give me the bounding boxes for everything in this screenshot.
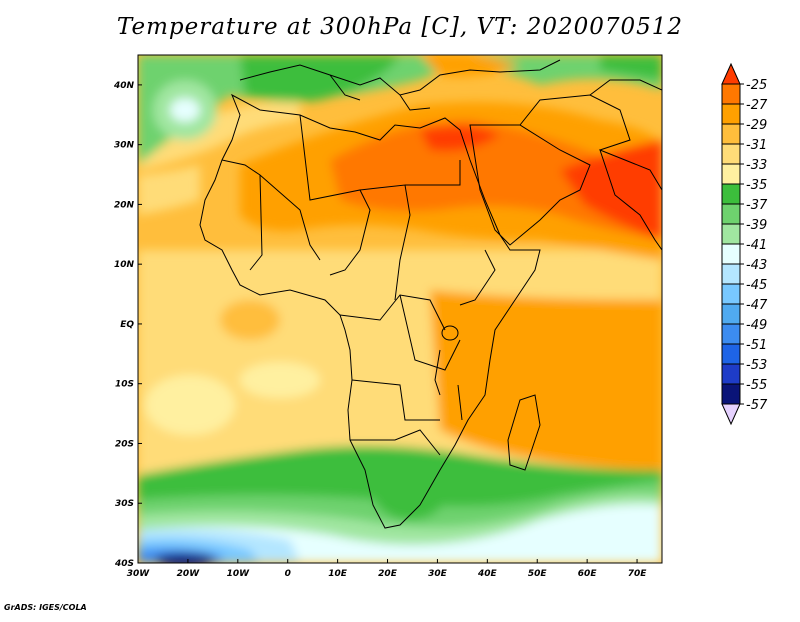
x-tick-label: 0 bbox=[285, 569, 291, 579]
colorbar-label: -51 bbox=[746, 338, 767, 353]
colorbar-segment bbox=[721, 143, 741, 165]
colorbar-label: -35 bbox=[746, 178, 767, 193]
colorbar-segment bbox=[721, 383, 741, 405]
colorbar-label: -55 bbox=[746, 378, 767, 393]
colorbar-segment bbox=[721, 323, 741, 345]
plot-frame bbox=[137, 54, 663, 564]
colorbar-label: -29 bbox=[746, 118, 767, 133]
colorbar-label: -27 bbox=[746, 98, 768, 113]
y-tick-label: 10N bbox=[114, 260, 135, 270]
colorbar-label: -31 bbox=[746, 138, 767, 153]
x-tick-label: 60E bbox=[578, 569, 598, 579]
x-axis-labels: 30W 20W 10W 0 10E 20E 30E 40E 50E 60E 70E bbox=[127, 569, 647, 579]
colorbar-segment bbox=[721, 303, 741, 325]
colorbar-segment bbox=[721, 283, 741, 305]
y-tick-label: 10S bbox=[115, 380, 134, 390]
colorbar-segment bbox=[721, 83, 741, 105]
colorbar-segment bbox=[721, 203, 741, 225]
colorbar-segment bbox=[721, 263, 741, 285]
x-tick-label: 10E bbox=[328, 569, 348, 579]
colorbar-label: -49 bbox=[746, 318, 767, 333]
colorbar-segment bbox=[721, 183, 741, 205]
x-tick-label: 20W bbox=[177, 569, 201, 579]
y-tick-label: 20N bbox=[114, 200, 135, 210]
colorbar-segment bbox=[721, 403, 741, 426]
colorbar-label: -39 bbox=[746, 218, 767, 233]
y-tick-label: 40S bbox=[114, 559, 134, 569]
colorbar-label: -47 bbox=[746, 298, 768, 313]
colorbar-label: -41 bbox=[746, 238, 767, 253]
x-tick-label: 10W bbox=[227, 569, 251, 579]
colorbar-label: -45 bbox=[746, 278, 767, 293]
y-tick-label: 30N bbox=[114, 141, 135, 151]
y-axis-labels: 40N 30N 20N 10N EQ 10S 20S 30S 40S bbox=[113, 81, 135, 569]
colorbar-label: -57 bbox=[746, 398, 768, 413]
y-tick-label: EQ bbox=[120, 320, 134, 330]
y-tick-label: 20S bbox=[115, 439, 134, 449]
x-tick-label: 30E bbox=[428, 569, 448, 579]
x-tick-label: 50E bbox=[528, 569, 548, 579]
x-tick-label: 30W bbox=[127, 569, 151, 579]
colorbar-segment bbox=[721, 123, 741, 145]
axis-ticks bbox=[137, 84, 638, 564]
colorbar-segment bbox=[721, 223, 741, 245]
colorbar-label: -25 bbox=[746, 78, 767, 93]
colorbar-segment bbox=[721, 363, 741, 385]
colorbar-segment bbox=[721, 103, 741, 125]
colorbar-label: -53 bbox=[746, 358, 767, 373]
colorbar-label: -43 bbox=[746, 258, 767, 273]
colorbar-segment bbox=[721, 243, 741, 265]
colorbar-label: -37 bbox=[746, 198, 768, 213]
colorbar: -25 -27 -29 -31 -33 -35 -37 -39 -41 -43 -45 -47 -49 -… bbox=[721, 62, 768, 426]
y-tick-label: 30S bbox=[115, 499, 134, 509]
country-borders bbox=[199, 59, 662, 529]
colorbar-segment bbox=[721, 62, 741, 85]
colorbar-segment bbox=[721, 163, 741, 185]
temperature-field bbox=[138, 55, 662, 563]
grads-credit: GrADS: IGES/COLA bbox=[4, 603, 87, 612]
colorbar-segment bbox=[721, 343, 741, 365]
x-tick-label: 20E bbox=[378, 569, 398, 579]
y-tick-label: 40N bbox=[113, 81, 135, 91]
map-title: Temperature at 300hPa [C], VT: 202007051… bbox=[116, 14, 684, 40]
x-tick-label: 70E bbox=[628, 569, 648, 579]
x-tick-label: 40E bbox=[477, 569, 498, 579]
colorbar-label: -33 bbox=[746, 158, 767, 173]
